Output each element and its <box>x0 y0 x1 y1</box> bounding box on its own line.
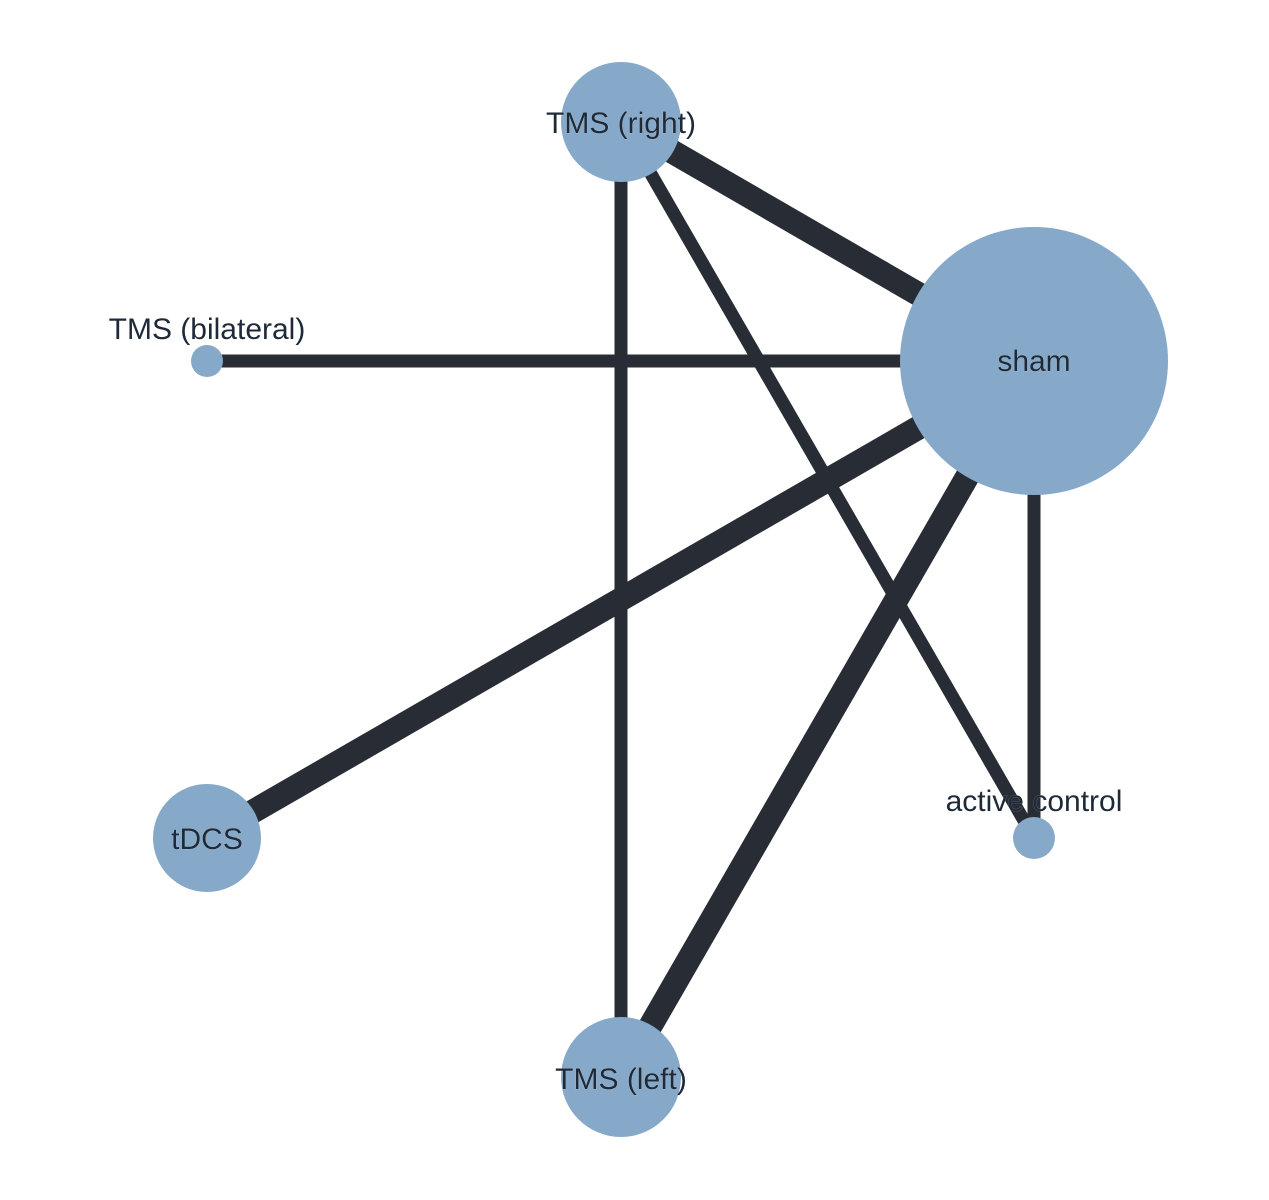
node-tms_right <box>561 62 681 182</box>
node-label-tdcs: tDCS <box>171 823 243 856</box>
node-tdcs <box>153 784 261 892</box>
edge-tms_left-sham <box>610 355 1045 1083</box>
node-tms_bilateral <box>191 345 223 377</box>
node-active_control <box>1013 817 1055 859</box>
edge-tdcs-sham <box>201 350 1040 849</box>
edges-layer <box>201 111 1045 1083</box>
nodes-layer <box>153 62 1168 1137</box>
node-label-active_control: active control <box>946 785 1123 818</box>
labels-layer: TMS (right) sham TMS (bilateral) tDCS active… <box>108 107 1123 1097</box>
node-tms_left <box>561 1017 681 1137</box>
node-label-tms_bilateral: TMS (bilateral) <box>109 313 306 346</box>
node-label-tms_right: TMS (right) <box>546 107 696 140</box>
node-label-sham: sham <box>997 345 1070 378</box>
node-label-tms_left: TMS (left) <box>555 1063 687 1096</box>
node-sham <box>900 227 1168 495</box>
